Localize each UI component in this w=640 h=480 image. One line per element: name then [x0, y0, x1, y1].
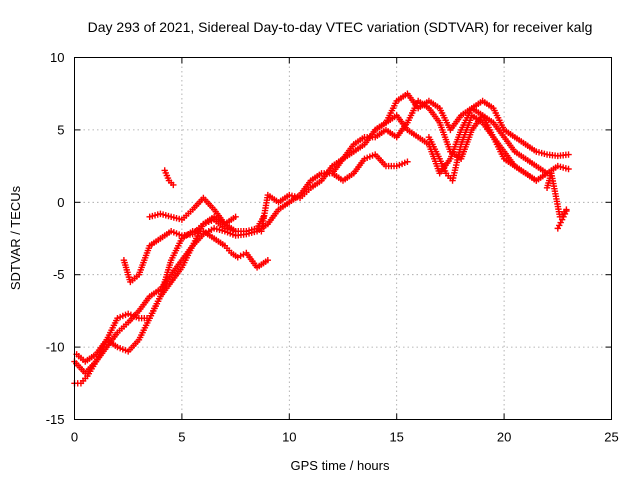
data-point: [556, 222, 563, 229]
tick-labels: 0 5 10 15 20 25 -15 -10 -5 0 5 10: [46, 50, 619, 445]
series-track-6: [161, 167, 177, 189]
y-tick-label: -15: [46, 412, 65, 427]
series-track-3: [73, 228, 272, 365]
chart-title: Day 293 of 2021, Sidereal Day-to-day VTE…: [88, 19, 593, 35]
data-point: [561, 210, 569, 218]
grid-lines: [74, 57, 612, 420]
data-point: [563, 207, 570, 215]
data-point: [404, 158, 411, 165]
data-point: [560, 213, 567, 220]
y-tick-label: 0: [57, 195, 64, 210]
series-track-11: [425, 112, 540, 184]
x-tick-label: 5: [178, 430, 185, 445]
axis-ticks: [74, 57, 612, 420]
data-point: [533, 177, 540, 184]
y-tick-label: 10: [50, 50, 64, 65]
data-point: [232, 213, 239, 220]
data-point: [565, 151, 572, 158]
series-track-8: [286, 97, 551, 206]
series-track-7: [258, 90, 572, 235]
x-tick-label: 0: [71, 430, 78, 445]
y-tick-label: -5: [53, 267, 65, 282]
data-point: [170, 181, 177, 189]
x-tick-label: 20: [497, 430, 511, 445]
data-point: [557, 219, 564, 226]
data-points: [71, 90, 572, 387]
data-point: [565, 165, 572, 173]
x-tick-label: 10: [282, 430, 296, 445]
plot-frame: [74, 57, 612, 420]
series-track-9: [329, 151, 411, 184]
y-axis-label: SDTVAR / TECUs: [8, 185, 23, 290]
x-axis-label: GPS time / hours: [291, 458, 390, 473]
data-point: [554, 225, 561, 232]
series-track-4: [120, 213, 239, 286]
series-track-13: [554, 207, 570, 232]
y-tick-label: 5: [57, 122, 64, 137]
data-point: [558, 216, 566, 223]
y-tick-label: -10: [46, 340, 65, 355]
x-tick-label: 25: [604, 430, 618, 445]
data-point: [264, 257, 272, 264]
x-tick-label: 15: [389, 430, 403, 445]
series-track-5: [146, 194, 267, 235]
